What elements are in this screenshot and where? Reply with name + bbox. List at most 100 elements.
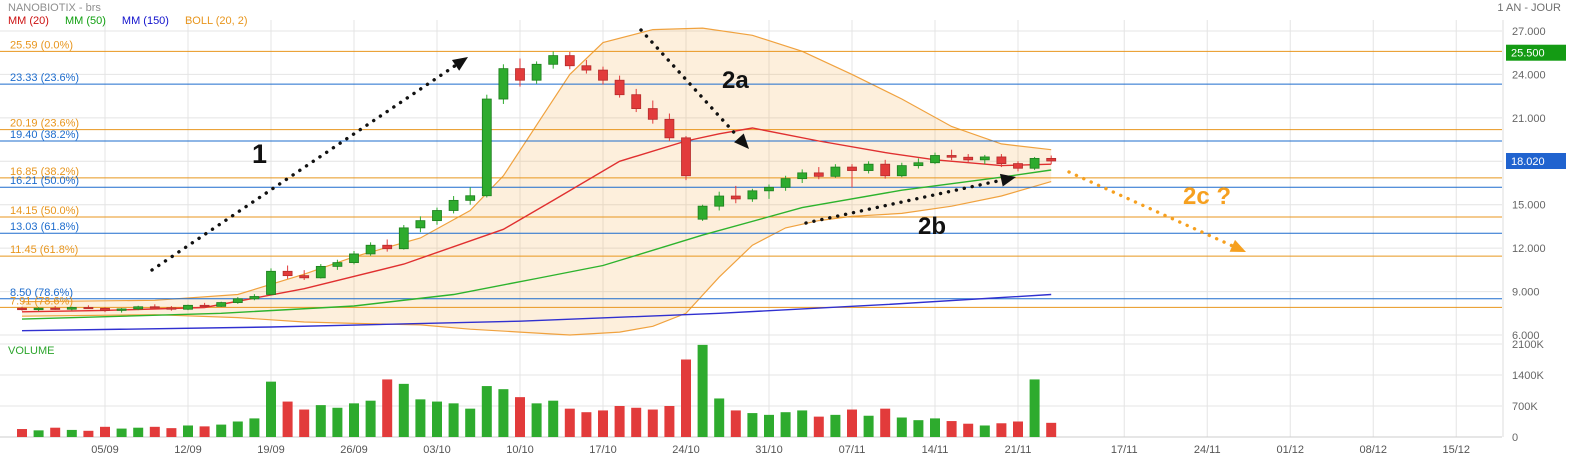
volume-bar (963, 423, 974, 437)
volume-bar (481, 386, 492, 437)
trend-arrow (639, 28, 741, 140)
legend-item-mm150[interactable]: MM (150) (121, 15, 169, 27)
candle-body (548, 55, 559, 65)
date-axis-label: 03/10 (423, 444, 451, 456)
date-axis-label: 14/11 (922, 444, 949, 456)
volume-bar (564, 408, 575, 437)
price-axis-label: 21.000 (1512, 113, 1546, 125)
candle-body (83, 307, 94, 310)
candle-body (498, 68, 509, 100)
candle-body (714, 195, 725, 207)
volume-bar (681, 359, 691, 437)
volume-bar (764, 414, 774, 437)
volume-bar (531, 403, 542, 437)
volume-bar (598, 410, 608, 437)
candle-body (979, 156, 990, 161)
candle-body (33, 307, 44, 311)
trend-arrow (150, 63, 458, 272)
date-axis-label: 17/10 (589, 444, 617, 456)
volume-bar (349, 403, 359, 437)
candle-body (697, 205, 708, 220)
legend-item-mm20[interactable]: MM (20) (8, 15, 49, 27)
volume-bar (697, 344, 708, 437)
volume-bar (299, 409, 310, 437)
volume-axis-label: 0 (1512, 432, 1518, 444)
volume-bar (714, 398, 725, 437)
date-axis-label: 26/09 (340, 444, 368, 456)
volume-bar (813, 416, 824, 437)
candle-body (398, 227, 409, 250)
fib-label: 13.03 (61.8%) (10, 221, 79, 233)
volume-bar (614, 406, 625, 437)
date-axis-label: 21/11 (1005, 444, 1032, 456)
volume-bar (199, 426, 210, 437)
candle-body (896, 165, 907, 177)
candle-body (564, 55, 575, 67)
candle-body (531, 63, 542, 81)
fib-label: 11.45 (61.8%) (10, 244, 78, 256)
date-axis-label: 01/12 (1276, 444, 1304, 456)
date-axis-label: 10/10 (506, 444, 534, 456)
candle-body (465, 195, 476, 201)
volume-bar (415, 399, 426, 437)
volume-bar (33, 430, 44, 437)
volume-bar (465, 408, 476, 437)
candle-body (365, 244, 376, 255)
candle-body (133, 306, 144, 310)
legend-item-boll202[interactable]: BOLL (20, 2) (184, 15, 248, 27)
volume-bar (183, 425, 193, 437)
volume-bar (797, 410, 808, 437)
volume-bar (398, 383, 409, 437)
trend-arrow-head (999, 173, 1016, 187)
candle-body (780, 178, 791, 188)
annotation-label: 2c ? (1183, 183, 1231, 210)
date-axis-label: 07/11 (839, 444, 866, 456)
candle-body (730, 195, 741, 200)
volume-bar (863, 415, 874, 437)
volume-bar (232, 421, 243, 437)
candle-body (664, 118, 675, 139)
candle-body (266, 270, 276, 295)
bollinger-upper-line (21, 27, 1052, 303)
trend-arrow (1067, 170, 1235, 248)
volume-bar (581, 412, 592, 437)
volume-bar (432, 401, 442, 437)
candle-body (764, 186, 774, 192)
candle-body (149, 306, 160, 309)
candle-body (315, 265, 326, 279)
candle-body (382, 244, 393, 250)
date-axis-label: 24/11 (1194, 444, 1221, 456)
trend-arrow-head (1229, 239, 1246, 252)
fib-label: 23.33 (23.6%) (10, 72, 79, 84)
date-axis-label: 05/09 (91, 444, 119, 456)
candle-body (199, 304, 210, 307)
timeframe-label: 1 AN - JOUR (1497, 2, 1561, 14)
candle-body (183, 304, 193, 310)
bollinger-band-fill (22, 28, 1052, 335)
volume-bar (880, 408, 891, 437)
volume-bar (1046, 422, 1057, 437)
candle-body (813, 172, 824, 177)
date-axis-label: 17/11 (1111, 444, 1138, 456)
price-axis-label: 9.000 (1512, 287, 1540, 299)
price-level-badge (1506, 152, 1566, 169)
candle-body (66, 307, 77, 310)
price-axis-label: 24.000 (1512, 69, 1546, 81)
annotation-label: 2b (918, 213, 946, 240)
volume-bar (66, 429, 77, 437)
volume-bar (448, 403, 459, 437)
fib-label: 14.15 (50.0%) (10, 205, 79, 217)
volume-bar (847, 409, 857, 437)
legend-item-mm50[interactable]: MM (50) (64, 15, 106, 27)
date-axis-label: 12/09 (174, 444, 202, 456)
instrument-title: NANOBIOTIX - brs (8, 2, 101, 14)
candle-body (282, 270, 293, 277)
candle-body (963, 156, 974, 161)
volume-bar (664, 406, 675, 437)
volume-axis-label: 1400K (1512, 370, 1544, 382)
volume-bar (830, 414, 841, 437)
date-axis-label: 19/09 (257, 444, 285, 456)
volume-bar (83, 430, 94, 437)
